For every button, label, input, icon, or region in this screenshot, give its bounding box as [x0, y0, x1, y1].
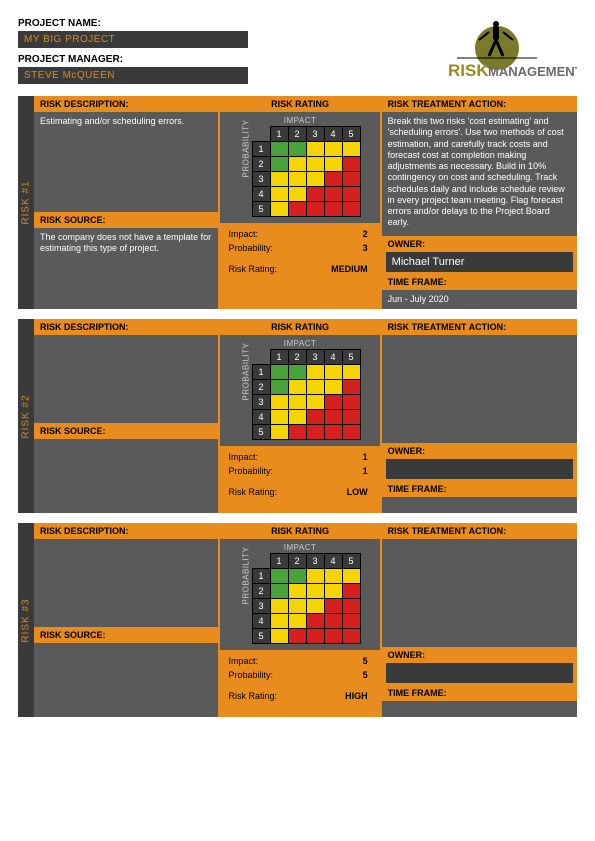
project-name: MY BIG PROJECT: [18, 31, 248, 48]
risk-tab-label: RISK #3: [21, 598, 32, 642]
risk-metrics: Impact: 5 Probability: 5 Risk Rating: HIGH: [220, 650, 379, 717]
risk-source-label: RISK SOURCE:: [34, 627, 218, 643]
logo-text-risk: RISK: [448, 61, 489, 80]
probability-label: Probability:: [228, 243, 273, 253]
rating-value: MEDIUM: [331, 264, 368, 274]
impact-axis-label: IMPACT: [284, 543, 317, 552]
risk-tab-label: RISK #2: [21, 394, 32, 438]
risk-tab-label: RISK #1: [21, 181, 32, 225]
risk-description: Estimating and/or scheduling errors.: [34, 112, 218, 212]
risk-matrix: 1234512345: [252, 126, 361, 217]
treatment-text: [382, 335, 577, 443]
impact-label: Impact:: [228, 452, 258, 462]
risk-source: [34, 643, 218, 717]
impact-label: Impact:: [228, 656, 258, 666]
rating-label: Risk Rating:: [228, 264, 277, 274]
risk-tab: RISK #2: [18, 319, 34, 513]
risk-description: [34, 335, 218, 423]
timeframe-value: [382, 701, 577, 717]
rating-label: Risk Rating:: [228, 691, 277, 701]
risk-matrix: 1234512345: [252, 349, 361, 440]
impact-value: 2: [363, 229, 368, 239]
impact-label: Impact:: [228, 229, 258, 239]
impact-value: 5: [363, 656, 368, 666]
risk-description-label: RISK DESCRIPTION:: [34, 96, 218, 112]
owner-value: [386, 459, 573, 479]
risk-source-label: RISK SOURCE:: [34, 423, 218, 439]
risk-metrics: Impact: 2 Probability: 3 Risk Rating: MEDIU…: [220, 223, 379, 309]
risk-matrix: 1234512345: [252, 553, 361, 644]
probability-label: Probability:: [228, 466, 273, 476]
risk-tab: RISK #3: [18, 523, 34, 717]
impact-axis-label: IMPACT: [284, 339, 317, 348]
risk-rating-header: RISK RATING: [220, 523, 379, 539]
rating-label: Risk Rating:: [228, 487, 277, 497]
probability-value: 3: [363, 243, 368, 253]
project-manager-label: PROJECT MANAGER:: [18, 54, 278, 65]
probability-value: 1: [363, 466, 368, 476]
treatment-text: [382, 539, 577, 647]
probability-axis-label: PROBABILITY: [241, 593, 250, 605]
risk-metrics: Impact: 1 Probability: 1 Risk Rating: LOW: [220, 446, 379, 513]
timeframe-label: TIME FRAME:: [382, 481, 577, 497]
impact-value: 1: [363, 452, 368, 462]
project-manager: STEVE McQUEEN: [18, 67, 248, 84]
risk-matrix-wrap: IMPACT PROBABILITY1234512345: [220, 112, 379, 223]
risk-source: The company does not have a template for…: [34, 228, 218, 309]
treatment-label: RISK TREATMENT ACTION:: [382, 523, 577, 539]
probability-label: Probability:: [228, 670, 273, 680]
risk-rating-header: RISK RATING: [220, 319, 379, 335]
probability-axis-label: PROBABILITY: [241, 389, 250, 401]
owner-label: OWNER:: [382, 443, 577, 459]
treatment-label: RISK TREATMENT ACTION:: [382, 319, 577, 335]
project-name-label: PROJECT NAME:: [18, 18, 278, 29]
impact-axis-label: IMPACT: [284, 116, 317, 125]
logo-text-mgmt: MANAGEMENT: [488, 64, 577, 79]
risk-rating-header: RISK RATING: [220, 96, 379, 112]
page-header: PROJECT NAME: MY BIG PROJECT PROJECT MAN…: [18, 18, 577, 90]
risk-block: RISK #1 RISK DESCRIPTION: Estimating and…: [18, 96, 577, 309]
timeframe-value: [382, 497, 577, 513]
owner-label: OWNER:: [382, 647, 577, 663]
risk-matrix-wrap: IMPACT PROBABILITY1234512345: [220, 335, 379, 446]
probability-value: 5: [363, 670, 368, 680]
risk-description-label: RISK DESCRIPTION:: [34, 523, 218, 539]
risk-management-logo: RISK MANAGEMENT: [407, 18, 577, 88]
owner-label: OWNER:: [382, 236, 577, 252]
risk-block: RISK #3 RISK DESCRIPTION: RISK SOURCE: R…: [18, 523, 577, 717]
risk-block: RISK #2 RISK DESCRIPTION: RISK SOURCE: R…: [18, 319, 577, 513]
owner-value: [386, 663, 573, 683]
risk-source: [34, 439, 218, 513]
risk-source-label: RISK SOURCE:: [34, 212, 218, 228]
timeframe-label: TIME FRAME:: [382, 274, 577, 290]
treatment-text: Break this two risks 'cost estimating' a…: [382, 112, 577, 236]
risk-description: [34, 539, 218, 627]
risk-matrix-wrap: IMPACT PROBABILITY1234512345: [220, 539, 379, 650]
probability-axis-label: PROBABILITY: [241, 166, 250, 178]
owner-value: Michael Turner: [386, 252, 573, 272]
timeframe-value: Jun - July 2020: [382, 290, 577, 309]
treatment-label: RISK TREATMENT ACTION:: [382, 96, 577, 112]
timeframe-label: TIME FRAME:: [382, 685, 577, 701]
rating-value: LOW: [347, 487, 368, 497]
risk-tab: RISK #1: [18, 96, 34, 309]
risk-description-label: RISK DESCRIPTION:: [34, 319, 218, 335]
rating-value: HIGH: [345, 691, 368, 701]
